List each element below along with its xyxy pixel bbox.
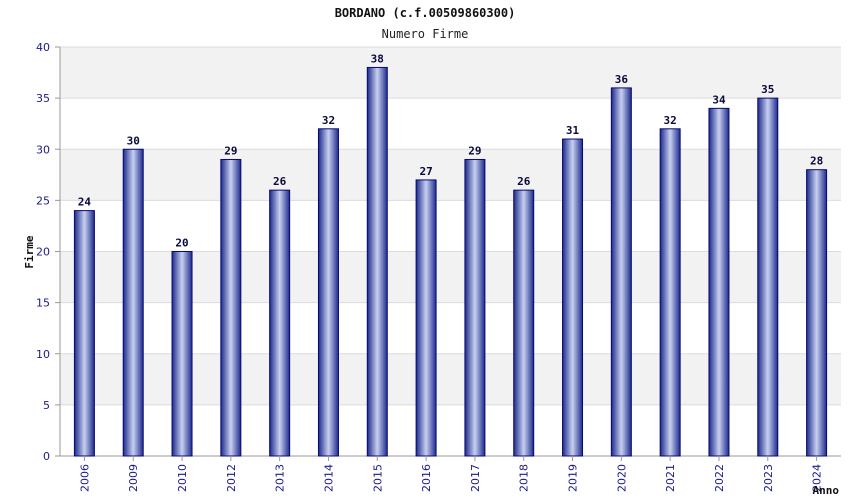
data-label-2009: 30 (127, 134, 140, 147)
bars (73, 66, 828, 457)
bar-2022 (708, 107, 730, 457)
x-tick-label-2022: 2022 (713, 464, 726, 492)
data-label-2022: 34 (712, 93, 726, 106)
y-tick-label: 15 (36, 297, 50, 310)
bar-2016 (415, 179, 437, 457)
y-tick-label: 5 (43, 399, 50, 412)
data-label-2019: 31 (566, 124, 580, 137)
bar-2012 (220, 158, 242, 457)
y-tick-label: 40 (36, 41, 50, 54)
bar-2020 (610, 87, 632, 457)
bar-2006 (73, 210, 95, 457)
grid-band (60, 47, 841, 99)
y-tick-label: 0 (43, 450, 50, 463)
data-label-2021: 32 (664, 114, 677, 127)
x-tick-label-2014: 2014 (322, 464, 335, 492)
y-tick-labels: 0 5 10 15 20 25 30 35 40 (36, 41, 50, 463)
x-tick-labels: 2006 2009 2010 2012 2013 2014 2015 2016 2017 2018… (78, 456, 824, 492)
bar-2017 (464, 158, 486, 457)
y-tick-label: 35 (36, 92, 50, 105)
y-axis-label: Firme (23, 235, 36, 268)
bar-2018 (513, 189, 535, 457)
data-label-2016: 27 (419, 165, 432, 178)
data-label-2024: 28 (810, 155, 823, 168)
data-label-2013: 26 (273, 175, 287, 188)
bar-2024 (806, 169, 828, 457)
bar-2009 (122, 148, 144, 457)
data-label-2017: 29 (468, 144, 481, 157)
x-tick-label-2020: 2020 (615, 464, 628, 492)
data-label-2010: 20 (175, 237, 188, 250)
x-tick-label-2009: 2009 (127, 464, 140, 492)
y-tick-label: 10 (36, 348, 50, 361)
bar-2019 (562, 138, 584, 457)
data-label-2012: 29 (224, 144, 237, 157)
data-label-2018: 26 (517, 175, 531, 188)
x-axis-label: Anno (813, 484, 840, 497)
x-tick-label-2023: 2023 (762, 464, 775, 492)
x-tick-label-2015: 2015 (371, 464, 384, 492)
x-tick-label-2016: 2016 (420, 464, 433, 492)
x-tick-label-2018: 2018 (518, 464, 531, 492)
data-label-2023: 35 (761, 83, 774, 96)
x-tick-label-2010: 2010 (176, 464, 189, 492)
x-tick-label-2013: 2013 (274, 464, 287, 492)
bar-2010 (171, 251, 193, 457)
x-tick-label-2012: 2012 (225, 464, 238, 492)
bar-2014 (317, 128, 339, 457)
bar-2021 (659, 128, 681, 457)
chart-title: BORDANO (c.f.00509860300) (335, 6, 516, 20)
x-tick-label-2019: 2019 (567, 464, 580, 492)
data-label-2006: 24 (78, 196, 92, 209)
data-label-2015: 38 (371, 52, 384, 65)
x-tick-label-2024: 2024 (811, 464, 824, 492)
x-tick-label-2017: 2017 (469, 464, 482, 492)
bar-2015 (366, 66, 388, 457)
bar-2013 (269, 189, 291, 457)
data-label-2014: 32 (322, 114, 335, 127)
y-tick-label: 20 (36, 246, 50, 259)
chart-subtitle: Numero Firme (382, 27, 469, 41)
x-tick-label-2006: 2006 (78, 464, 91, 492)
y-tick-label: 25 (36, 194, 50, 207)
x-tick-label-2021: 2021 (664, 464, 677, 492)
bar-2023 (757, 97, 779, 457)
data-labels: 24 30 20 29 26 32 38 27 29 26 31 36 32 34 35 28 (78, 52, 823, 249)
y-tick-label: 30 (36, 143, 50, 156)
data-label-2020: 36 (615, 73, 629, 86)
